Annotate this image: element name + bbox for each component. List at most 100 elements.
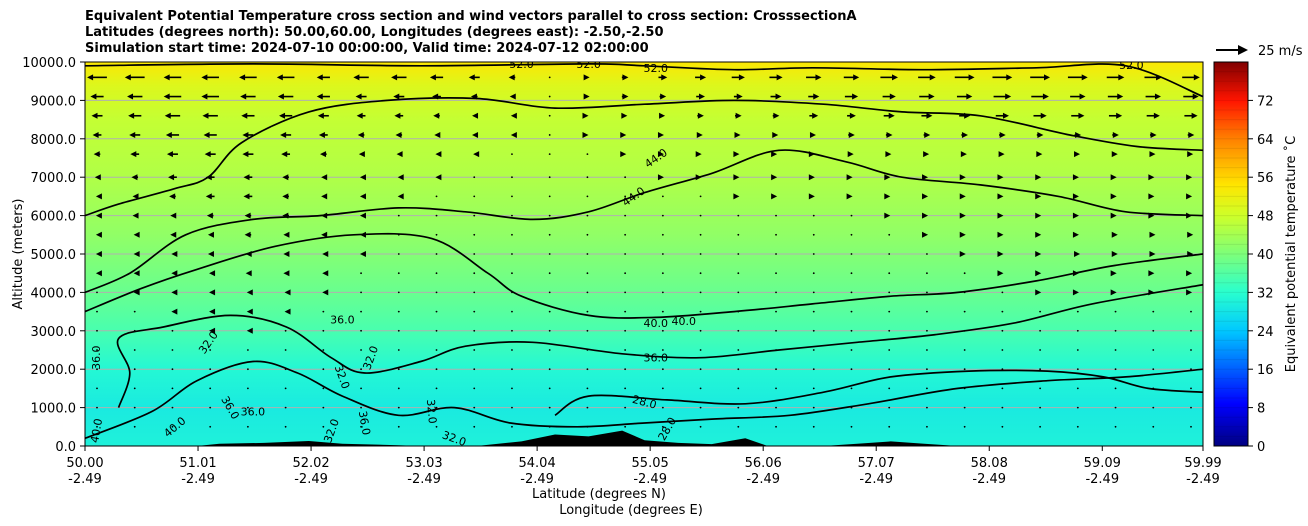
wind-vector bbox=[1110, 174, 1117, 181]
wind-vector bbox=[201, 93, 219, 100]
wind-vector bbox=[997, 251, 1004, 257]
wind-vector bbox=[959, 251, 966, 257]
wind-vector bbox=[888, 253, 891, 255]
wind-vector bbox=[620, 151, 627, 158]
wind-vector bbox=[1035, 251, 1042, 257]
x-tick-label-lon: -2.49 bbox=[633, 472, 667, 487]
wind-vector bbox=[926, 329, 928, 332]
wind-vector bbox=[434, 131, 441, 138]
wind-vector bbox=[209, 270, 216, 277]
wind-vector bbox=[809, 112, 819, 119]
wind-vector bbox=[731, 74, 745, 81]
y-axis-label: Altitude (meters) bbox=[11, 199, 26, 310]
wind-vector bbox=[961, 131, 968, 138]
wind-vector bbox=[435, 151, 442, 158]
wind-vector bbox=[1039, 406, 1042, 409]
wind-vector bbox=[209, 327, 216, 334]
wind-vector bbox=[510, 131, 517, 138]
wind-vector bbox=[586, 195, 589, 198]
y-tick-label: 6000.0 bbox=[31, 210, 77, 225]
y-tick-label: 7000.0 bbox=[31, 171, 77, 186]
colorbar-fill bbox=[1213, 61, 1249, 447]
wind-vector bbox=[246, 406, 249, 409]
wind-vector bbox=[1033, 112, 1047, 119]
x-tick-label-lat: 54.04 bbox=[519, 456, 556, 471]
wind-vector bbox=[586, 253, 589, 255]
wind-vector bbox=[435, 195, 438, 198]
wind-vector bbox=[1072, 231, 1079, 238]
wind-vector bbox=[357, 131, 365, 138]
wind-vector bbox=[472, 131, 479, 138]
wind-vector bbox=[1072, 289, 1079, 296]
wind-vector bbox=[209, 387, 212, 390]
wind-vector bbox=[959, 231, 966, 238]
contour-label: 40.0 bbox=[671, 315, 696, 328]
wind-vector bbox=[359, 231, 366, 238]
wind-vector bbox=[737, 233, 740, 236]
wind-vector bbox=[846, 193, 853, 200]
wind-vector bbox=[737, 214, 740, 217]
wind-vector bbox=[657, 151, 664, 158]
wind-vector bbox=[1070, 93, 1086, 100]
wind-vector bbox=[397, 253, 400, 255]
wind-vector bbox=[548, 406, 551, 409]
wind-vector bbox=[96, 368, 98, 371]
wind-vector bbox=[583, 93, 590, 100]
wind-vector bbox=[737, 368, 740, 371]
wind-vector bbox=[133, 289, 140, 296]
wind-vector bbox=[360, 272, 362, 275]
wind-vector bbox=[733, 151, 740, 158]
wind-vector bbox=[1111, 151, 1118, 158]
wind-vector bbox=[96, 329, 98, 332]
wind-vector bbox=[847, 151, 854, 158]
wind-vector bbox=[359, 212, 366, 219]
wind-vector bbox=[241, 112, 255, 119]
vector-key-arrow-head bbox=[1238, 45, 1248, 55]
wind-vector bbox=[586, 214, 589, 217]
y-tick-label: 3000.0 bbox=[31, 325, 77, 340]
wind-vector bbox=[277, 93, 294, 100]
plot-area: 52.0 52.0 52.0 52.044.044.040.0 40.036.036.0… bbox=[85, 62, 1203, 446]
wind-vector bbox=[548, 253, 551, 255]
wind-vector bbox=[511, 153, 513, 156]
wind-vector bbox=[1076, 425, 1079, 428]
wind-vector bbox=[279, 112, 293, 119]
terrain bbox=[85, 430, 1203, 446]
colorbar-tick-label: 24 bbox=[1257, 325, 1274, 340]
wind-vector bbox=[473, 151, 480, 158]
wind-vector bbox=[511, 291, 513, 294]
wind-vector bbox=[1067, 74, 1088, 81]
wind-vector bbox=[322, 329, 325, 332]
wind-vector bbox=[397, 368, 400, 371]
wind-vector bbox=[809, 131, 816, 138]
wind-vector bbox=[322, 251, 329, 257]
wind-vector bbox=[1111, 231, 1118, 238]
wind-vector bbox=[621, 112, 628, 119]
wind-vector bbox=[283, 231, 290, 238]
wind-vector bbox=[1152, 368, 1155, 371]
wind-vector bbox=[473, 253, 476, 255]
colorbar-tick-label: 16 bbox=[1257, 363, 1274, 378]
wind-vector bbox=[850, 329, 853, 332]
wind-vector bbox=[1001, 368, 1004, 371]
wind-vector bbox=[1001, 310, 1004, 313]
wind-vector bbox=[548, 195, 551, 198]
wind-vector bbox=[435, 174, 442, 181]
wind-vector bbox=[586, 153, 589, 156]
wind-vector bbox=[133, 406, 136, 409]
wind-vector bbox=[888, 406, 891, 409]
wind-vector bbox=[473, 387, 476, 390]
wind-vector bbox=[245, 251, 252, 257]
wind-vector bbox=[997, 174, 1004, 181]
wind-vector bbox=[661, 291, 664, 294]
wind-vector bbox=[808, 151, 815, 158]
wind-vector bbox=[699, 272, 702, 275]
wind-vector bbox=[284, 289, 291, 296]
wind-vector bbox=[473, 233, 476, 236]
wind-vector bbox=[284, 329, 287, 332]
wind-vector bbox=[1110, 289, 1117, 296]
wind-vector bbox=[624, 406, 627, 409]
wind-vector bbox=[1001, 406, 1004, 409]
wind-vector bbox=[205, 193, 215, 200]
wind-vector bbox=[435, 272, 438, 275]
